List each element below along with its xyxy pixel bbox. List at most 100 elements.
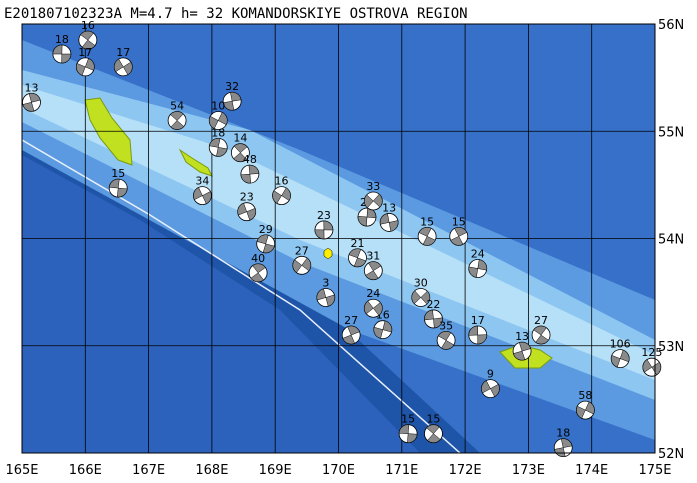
beachball: 33 [363, 180, 383, 211]
beachball: 54 [167, 100, 187, 130]
beachball: 18 [52, 33, 72, 64]
beachball: 23 [237, 191, 257, 222]
depth-label: 54 [170, 100, 184, 113]
lon-label: 173E [512, 463, 545, 478]
beachball-quadrant [437, 331, 455, 350]
lon-label: 165E [5, 463, 38, 478]
beachball-quadrant [52, 44, 72, 64]
beachball-quadrant [209, 138, 228, 157]
beachball-quadrant [250, 263, 266, 282]
depth-label: 3 [322, 276, 329, 289]
depth-label: 40 [251, 252, 265, 265]
depth-label: 58 [578, 389, 592, 402]
depth-label: 48 [243, 153, 257, 166]
lat-label: 53N [658, 340, 684, 355]
beachball-quadrant [348, 248, 367, 268]
beachball: 48 [240, 153, 260, 184]
beachball: 13 [512, 330, 532, 361]
beachball: 58 [575, 389, 595, 420]
depth-label: 22 [426, 298, 440, 311]
depth-label: 18 [556, 427, 570, 440]
beachball-quadrant [316, 288, 336, 307]
depth-label: 24 [471, 248, 485, 261]
depth-label: 21 [350, 237, 364, 250]
beachball-quadrant [554, 438, 573, 457]
beachball: 27 [531, 314, 551, 345]
depth-label: 13 [382, 201, 396, 214]
beachball: 21 [348, 237, 367, 268]
beachball: 22 [424, 298, 443, 329]
beachball-quadrant [411, 290, 431, 305]
depth-label: 24 [366, 287, 380, 300]
lon-label: 168E [195, 463, 228, 478]
depth-label: 17 [471, 314, 485, 327]
beachball-quadrant [209, 112, 228, 129]
lat-label: 54N [658, 233, 684, 248]
depth-label: 27 [534, 314, 548, 327]
beachball: 17 [468, 314, 488, 345]
lon-label: 167E [132, 463, 165, 478]
beachball: 3 [316, 276, 336, 307]
beachball-quadrant [109, 178, 128, 198]
beachball-quadrant [233, 143, 248, 162]
lon-label: 171E [385, 463, 418, 478]
depth-label: 15 [452, 215, 466, 228]
beachball-quadrant [513, 341, 532, 361]
depth-label: 15 [420, 215, 434, 228]
depth-label: 31 [366, 250, 380, 263]
beachball: 18 [553, 427, 573, 458]
depth-label: 30 [414, 276, 428, 289]
beachball: 24 [357, 196, 377, 227]
beachball-quadrant [22, 93, 41, 112]
beachball-quadrant [76, 58, 95, 76]
depth-label: 125 [641, 346, 662, 359]
beachball-quadrant [418, 227, 436, 246]
beachball-quadrant [256, 234, 275, 254]
beachball-quadrant [223, 92, 242, 111]
graticule: 165E 166E 167E 168E 169E 170E 171E 172E 173E 174E… [5, 18, 684, 478]
beachball-quadrant [398, 424, 418, 443]
beachball: 27 [292, 244, 312, 275]
beachball: 35 [436, 319, 456, 350]
lat-label: 55N [658, 125, 684, 140]
beachball-quadrant [170, 111, 185, 130]
beachball: 15 [424, 413, 443, 444]
beachball: 17 [113, 46, 133, 77]
beachball: 24 [468, 248, 488, 278]
lat-label: 52N [658, 447, 684, 462]
beachball-quadrant [533, 325, 549, 345]
depth-label: 27 [295, 244, 309, 257]
lat-label: 56N [658, 18, 684, 33]
depth-label: 29 [259, 223, 273, 236]
depth-label: 23 [317, 209, 331, 222]
depth-label: 13 [515, 330, 529, 343]
lon-label: 166E [69, 463, 102, 478]
beachball-quadrant [80, 30, 96, 50]
depth-label: 18 [55, 33, 69, 46]
beachball: 15 [417, 215, 437, 246]
beachball: 15 [398, 413, 418, 444]
beachball-quadrant [426, 424, 441, 443]
beachball: 15 [108, 167, 128, 198]
depth-label: 35 [439, 319, 453, 332]
depth-label: 17 [78, 46, 92, 59]
beachball-quadrant [576, 401, 595, 419]
depth-label: 23 [240, 191, 254, 204]
depth-label: 17 [116, 46, 130, 59]
beachball-quadrant [481, 380, 500, 397]
beachball: 106 [610, 338, 631, 369]
beachball-quadrant [424, 309, 443, 329]
depth-label: 15 [401, 413, 415, 426]
depth-label: 15 [111, 167, 125, 180]
depth-label: 106 [610, 338, 631, 351]
beachball: 27 [341, 314, 361, 345]
beachball-quadrant [113, 58, 133, 76]
depth-label: 27 [344, 314, 358, 327]
depth-label: 18 [211, 126, 225, 139]
beachball: 30 [411, 276, 431, 307]
depth-label: 16 [81, 19, 95, 32]
lon-label: 169E [259, 463, 292, 478]
beachball-quadrant [364, 300, 383, 316]
beachball-quadrant [292, 257, 311, 273]
